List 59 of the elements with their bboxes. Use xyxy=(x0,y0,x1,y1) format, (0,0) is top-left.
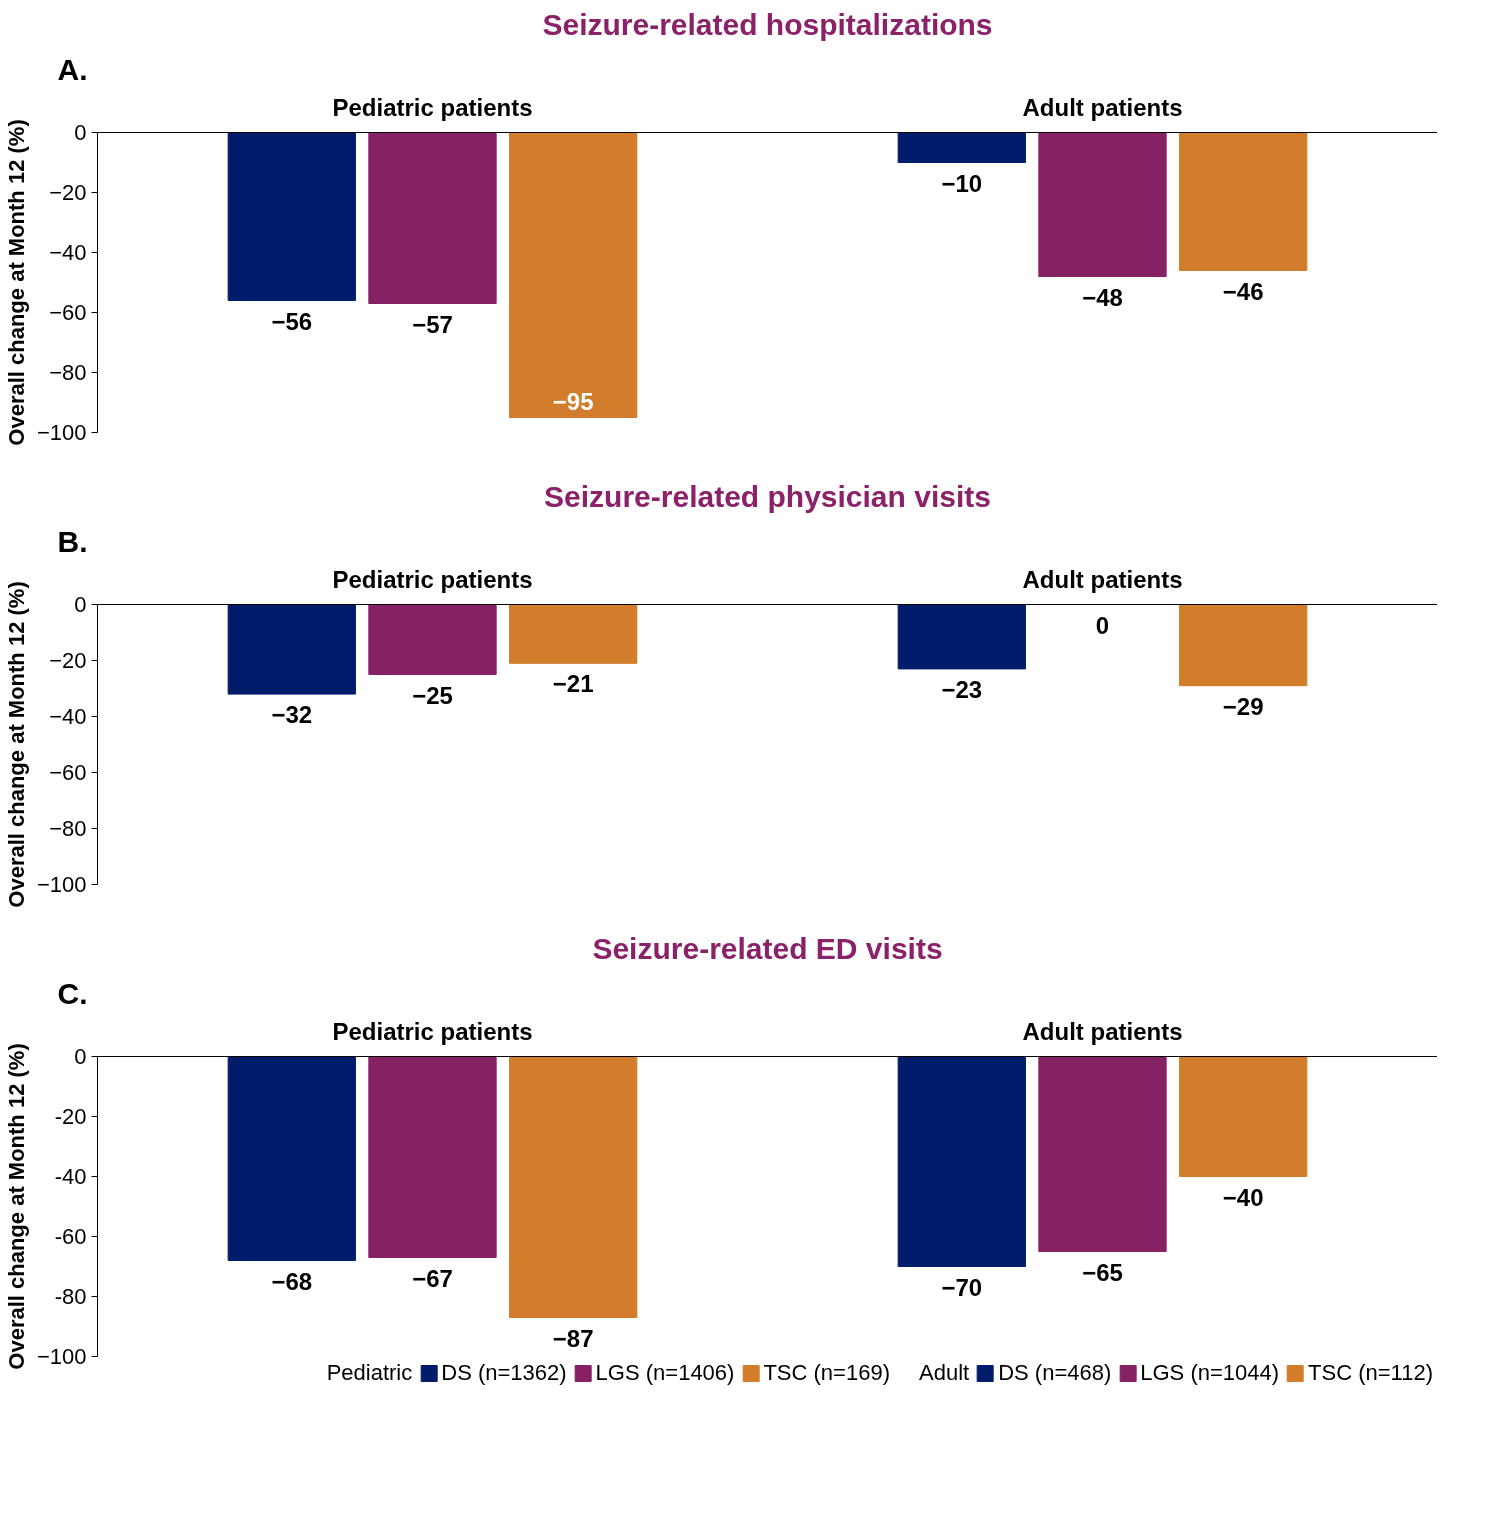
data-label: −21 xyxy=(552,670,594,698)
legend-label: TSC (n=169) xyxy=(763,1360,890,1386)
data-label: −56 xyxy=(271,307,313,335)
x-tick-label: Pediatric patients xyxy=(332,93,533,121)
legend-label: LGS (n=1406) xyxy=(595,1360,735,1386)
y-tick-label: -40 xyxy=(54,1164,87,1189)
x-tick-label: Adult patients xyxy=(1022,1017,1183,1045)
y-tick-label: −80 xyxy=(49,360,87,385)
y-tick-label: −20 xyxy=(49,648,87,673)
chart-title: Seizure-related physician visits xyxy=(544,479,991,513)
text: A. xyxy=(57,52,88,86)
y-axis-title: Overall change at Month 12 (%) xyxy=(3,1043,29,1370)
x-tick-label: Adult patients xyxy=(1022,93,1183,121)
data-label: 0 xyxy=(1095,611,1110,639)
y-tick-label: 0 xyxy=(74,1044,87,1069)
chart-title: Seizure-related ED visits xyxy=(592,931,943,965)
y-tick-label: −80 xyxy=(49,816,87,841)
legend-label: DS (n=1362) xyxy=(441,1360,567,1386)
legend-label: TSC (n=112) xyxy=(1308,1360,1433,1386)
legend-label: DS (n=468) xyxy=(998,1360,1112,1386)
legend-label: LGS (n=1044) xyxy=(1140,1360,1280,1386)
y-tick-label: -20 xyxy=(54,1104,87,1129)
y-tick-label: 0 xyxy=(74,120,87,145)
data-label: −68 xyxy=(271,1267,313,1295)
data-label: −46 xyxy=(1222,277,1264,305)
text: B. xyxy=(57,524,88,558)
text: C. xyxy=(57,976,88,1010)
data-label: −48 xyxy=(1082,283,1123,311)
y-tick-label: -60 xyxy=(54,1224,87,1249)
y-tick-label: −60 xyxy=(49,760,87,785)
data-label: −10 xyxy=(941,169,983,197)
data-label: −57 xyxy=(412,310,453,338)
data-label: −32 xyxy=(271,701,313,729)
y-axis-title: Overall change at Month 12 (%) xyxy=(3,581,29,908)
x-tick-label: Pediatric patients xyxy=(332,1017,533,1045)
y-tick-label: 0 xyxy=(74,592,87,617)
data-label: −65 xyxy=(1082,1258,1123,1286)
data-label: −70 xyxy=(941,1273,983,1301)
data-label: −40 xyxy=(1222,1183,1264,1211)
y-tick-label: -80 xyxy=(54,1284,87,1309)
data-label: −29 xyxy=(1222,692,1264,720)
y-tick-label: −100 xyxy=(36,420,87,445)
data-label: −67 xyxy=(412,1264,453,1292)
x-tick-label: Pediatric patients xyxy=(332,565,533,593)
y-tick-label: −40 xyxy=(49,704,87,729)
x-tick-label: Adult patients xyxy=(1022,565,1183,593)
data-label: −25 xyxy=(412,681,453,709)
y-tick-label: −40 xyxy=(49,240,87,265)
y-tick-label: −20 xyxy=(49,180,87,205)
y-tick-label: −60 xyxy=(49,300,87,325)
data-label: −87 xyxy=(552,1324,594,1352)
text: Adult xyxy=(918,1360,970,1386)
y-tick-label: −100 xyxy=(36,1344,87,1369)
data-label: −23 xyxy=(941,675,983,703)
y-tick-label: −100 xyxy=(36,872,87,897)
text: Pediatric xyxy=(326,1360,413,1386)
chart-title: Seizure-related hospitalizations xyxy=(542,7,993,41)
y-axis-title: Overall change at Month 12 (%) xyxy=(3,119,29,446)
data-label: −95 xyxy=(552,387,594,415)
